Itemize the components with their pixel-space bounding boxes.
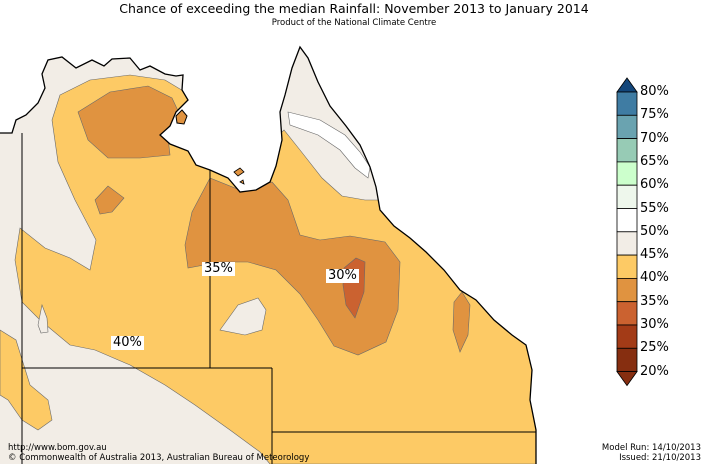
map-label-35: 35% <box>202 261 235 276</box>
legend-label: 25% <box>640 340 669 356</box>
legend-swatch <box>616 114 638 140</box>
band-40-45-inland <box>219 297 267 336</box>
band-30-35-small <box>94 185 125 215</box>
footer-copyright: © Commonwealth of Australia 2013, Austra… <box>8 453 310 463</box>
band-40-45-islet <box>37 303 49 334</box>
footer-model-run: Model Run: 14/10/2013 <box>601 443 701 453</box>
legend-swatch <box>616 347 638 372</box>
legend-color-bar <box>616 77 638 387</box>
legend-swatch <box>616 301 638 326</box>
legend-label: 40% <box>640 270 669 286</box>
legend-label: 45% <box>640 247 669 263</box>
legend-label: 55% <box>640 200 669 216</box>
legend-swatch <box>616 161 638 186</box>
footer-url: http://www.bom.gov.au <box>8 443 107 453</box>
map-title: Chance of exceeding the median Rainfall:… <box>119 1 589 16</box>
map-label-30: 30% <box>326 268 359 283</box>
legend-swatch <box>616 231 638 256</box>
island-wellesley <box>233 167 245 177</box>
legend-arrow-bottom <box>616 371 638 387</box>
legend-swatch <box>616 91 638 116</box>
legend-label: 65% <box>640 153 669 169</box>
legend-label: 20% <box>640 363 669 379</box>
coastline <box>0 45 537 464</box>
map-label-40: 40% <box>111 335 144 350</box>
legend-swatch <box>616 208 638 233</box>
legend-label: 80% <box>640 84 669 99</box>
state-borders <box>21 133 536 464</box>
legend-label: 70% <box>640 130 669 146</box>
legend-swatch <box>616 184 638 209</box>
island-small <box>239 179 245 185</box>
legend-label: 75% <box>640 107 669 123</box>
island-groote-eylandt <box>175 109 188 125</box>
map-subtitle: Product of the National Climate Centre <box>271 18 437 28</box>
legend-swatch <box>616 324 638 349</box>
legend-arrow-top <box>616 77 638 93</box>
legend-swatch <box>616 138 638 163</box>
band-35-40-south-west <box>0 329 53 431</box>
legend-swatch <box>616 254 638 279</box>
legend-swatch <box>616 277 638 303</box>
legend-label: 35% <box>640 293 669 309</box>
footer-issued: Issued: 21/10/2013 <box>619 453 701 463</box>
band-45-50 <box>287 111 371 179</box>
legend-label: 50% <box>640 223 669 239</box>
legend-label: 60% <box>640 177 669 193</box>
legend-label: 30% <box>640 317 669 332</box>
